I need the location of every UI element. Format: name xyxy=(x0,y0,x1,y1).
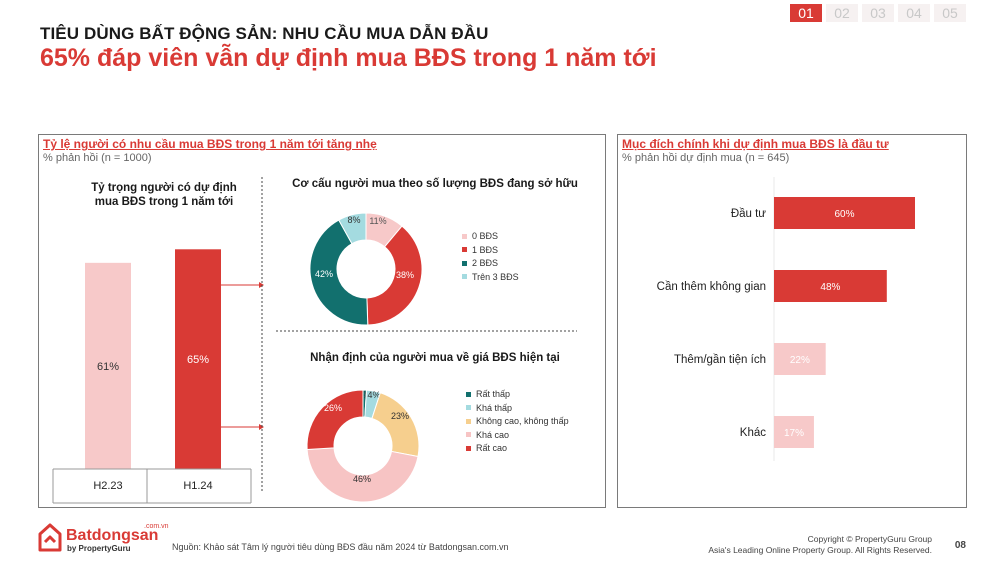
hbar-Đầu tư xyxy=(774,197,915,229)
logo-tagline: by PropertyGuru xyxy=(67,544,131,553)
logo-domain: .com.vn xyxy=(144,523,169,530)
bar-H2.23 xyxy=(85,262,131,469)
legend-label: Khá thấp xyxy=(476,402,513,413)
brand-logo[interactable]: Batdongsan .com.vn by PropertyGuru xyxy=(36,520,186,556)
bar-label-H2.23: 61% xyxy=(97,361,119,373)
vertical-bar-chart: 61% H2.23 65% H1.24 xyxy=(52,249,252,504)
legend-item: Không cao, không thấp xyxy=(466,415,569,427)
horizontal-bar-chart: 60% Đầu tư 48% Cần thêm không gian 22% Thêm/g… xyxy=(657,177,915,461)
legend-swatch xyxy=(462,233,467,239)
slice-label-Rất thấp: 1% xyxy=(357,390,370,400)
copyright-note: Copyright © PropertyGuru Group Asia's Le… xyxy=(708,534,932,556)
source-note: Nguồn: Khảo sát Tâm lý người tiêu dùng B… xyxy=(172,542,509,552)
left-panel-charts: 61% H2.23 65% H1.24 11% 38% 42% 8% 1%4% 23% 46% 2… xyxy=(52,177,577,504)
page-number: 08 xyxy=(954,540,966,551)
slice-Khá cao xyxy=(306,447,419,503)
price-donut: 1%4% 23% 46% 26% xyxy=(306,389,420,503)
slice-Rất cao xyxy=(306,389,364,451)
tab-05[interactable]: 05 xyxy=(934,4,966,22)
right-panel-subtitle: % phản hồi dự định mua (n = 645) xyxy=(622,152,790,164)
price-donut-title: Nhận định của người mua về giá BĐS hiện … xyxy=(310,352,560,364)
logo-text: Batdongsan xyxy=(66,527,158,544)
legend-label: Rất thấp xyxy=(476,389,511,399)
legend-swatch xyxy=(466,432,471,437)
connector-arrows xyxy=(221,282,264,430)
tab-02[interactable]: 02 xyxy=(826,4,858,22)
hbar-Cần thêm không gian xyxy=(774,270,887,302)
legend-swatch xyxy=(466,405,471,410)
logo-mark: Batdongsan .com.vn by PropertyGuru xyxy=(38,523,169,553)
hbar-category-Khác: Khác xyxy=(740,427,766,439)
slice-label-Trên 3 BĐS: 8% xyxy=(347,215,360,225)
legend-label: Khá cao xyxy=(476,429,510,440)
slice-label-0 BĐS: 11% xyxy=(369,216,386,226)
ownership-donut-title: Cơ cấu người mua theo số lượng BĐS đang … xyxy=(292,178,578,190)
slice-label-Rất cao: 26% xyxy=(324,403,342,413)
bar-chart-title-line-2: mua BĐS trong 1 năm tới xyxy=(94,196,234,208)
slice-Không cao, không thấp xyxy=(371,392,420,458)
slice-Trên 3 BĐS xyxy=(338,212,367,245)
house-icon xyxy=(38,523,62,552)
slice-label-1 BĐS: 38% xyxy=(396,270,414,280)
slice-label-Không cao, không thấp: 23% xyxy=(391,411,409,421)
slice-1 BĐS xyxy=(366,225,423,326)
legend-item: Trên 3 BĐS xyxy=(462,271,519,283)
bar-H1.24 xyxy=(175,249,221,469)
price-legend: Rất thấp Khá thấp Không cao, không thấp Khá… xyxy=(466,388,569,456)
slice-2 BĐS xyxy=(309,219,369,326)
legend-swatch xyxy=(462,260,467,266)
legend-swatch xyxy=(466,445,471,451)
hbar-category-Cần thêm không gian: Cần thêm không gian xyxy=(657,281,766,293)
tab-04[interactable]: 04 xyxy=(898,4,930,22)
left-panel-subtitle: % phản hồi (n = 1000) xyxy=(43,152,152,164)
bar-chart-title: Tỷ trọng người có dự định mua BĐS trong … xyxy=(69,181,259,209)
page-headline: 65% đáp viên vẫn dự định mua BĐS trong 1… xyxy=(40,44,657,72)
slice-label-Khá thấp: 4% xyxy=(367,390,380,400)
slice-label-Khá cao: 46% xyxy=(353,474,371,484)
legend-item: 1 BĐS xyxy=(462,244,519,256)
hbar-Thêm/gần tiện ích xyxy=(774,343,826,375)
hbar-label-Cần thêm không gian: 48% xyxy=(820,282,840,293)
legend-item: Rất thấp xyxy=(466,388,569,400)
right-panel-title: Mục đích chính khi dự định mua BĐS là đầ… xyxy=(622,137,889,151)
hbar-Khác xyxy=(774,416,814,448)
legend-item: 2 BĐS xyxy=(462,257,519,269)
legend-label: 0 BĐS xyxy=(472,231,499,241)
legend-label: 1 BĐS xyxy=(472,244,499,255)
hbar-category-Thêm/gần tiện ích: Thêm/gần tiện ích xyxy=(674,354,766,366)
legend-item: Khá cao xyxy=(466,429,569,441)
legend-label: 2 BĐS xyxy=(472,258,499,268)
hbar-category-Đầu tư: Đầu tư xyxy=(731,208,766,220)
bar-chart-title-line-1: Tỷ trọng người có dự định xyxy=(91,182,237,194)
legend-swatch xyxy=(466,418,471,424)
legend-label: Không cao, không thấp xyxy=(476,416,569,426)
legend-item: Khá thấp xyxy=(466,402,569,414)
left-panel: Tỷ lệ người có nhu cầu mua BĐS trong 1 n… xyxy=(38,134,606,508)
legend-item: 0 BĐS xyxy=(462,230,519,242)
copyright-line-2: Asia's Leading Online Property Group. Al… xyxy=(708,545,932,555)
hbar-label-Khác: 17% xyxy=(784,428,804,439)
tab-03[interactable]: 03 xyxy=(862,4,894,22)
right-panel: Mục đích chính khi dự định mua BĐS là đầ… xyxy=(617,134,967,508)
tab-01[interactable]: 01 xyxy=(790,4,822,22)
ownership-legend: 0 BĐS 1 BĐS 2 BĐS Trên 3 BĐS xyxy=(462,230,519,284)
legend-label: Trên 3 BĐS xyxy=(472,271,519,282)
slice-label-2 BĐS: 42% xyxy=(315,269,333,279)
legend-swatch xyxy=(466,391,471,397)
bar-category-H2.23: H2.23 xyxy=(93,480,122,492)
bar-label-H1.24: 65% xyxy=(187,354,209,366)
section-kicker: TIÊU DÙNG BẤT ĐỘNG SẢN: NHU CẦU MUA DẪN … xyxy=(40,24,489,43)
legend-swatch xyxy=(462,274,467,279)
section-tabs: 01 02 03 04 05 xyxy=(790,4,966,22)
legend-label: Rất cao xyxy=(476,443,508,453)
hbar-label-Đầu tư: 60% xyxy=(834,209,854,220)
hbar-label-Thêm/gần tiện ích: 22% xyxy=(790,355,810,366)
legend-swatch xyxy=(462,247,467,252)
ownership-donut: 11% 38% 42% 8% xyxy=(309,212,423,326)
legend-item: Rất cao xyxy=(466,442,569,454)
left-panel-title: Tỷ lệ người có nhu cầu mua BĐS trong 1 n… xyxy=(43,137,377,151)
purpose-bar-chart: 60% Đầu tư 48% Cần thêm không gian 22% Thêm/g… xyxy=(657,177,915,461)
bar-category-H1.24: H1.24 xyxy=(183,480,212,492)
copyright-line-1: Copyright © PropertyGuru Group xyxy=(807,534,932,544)
